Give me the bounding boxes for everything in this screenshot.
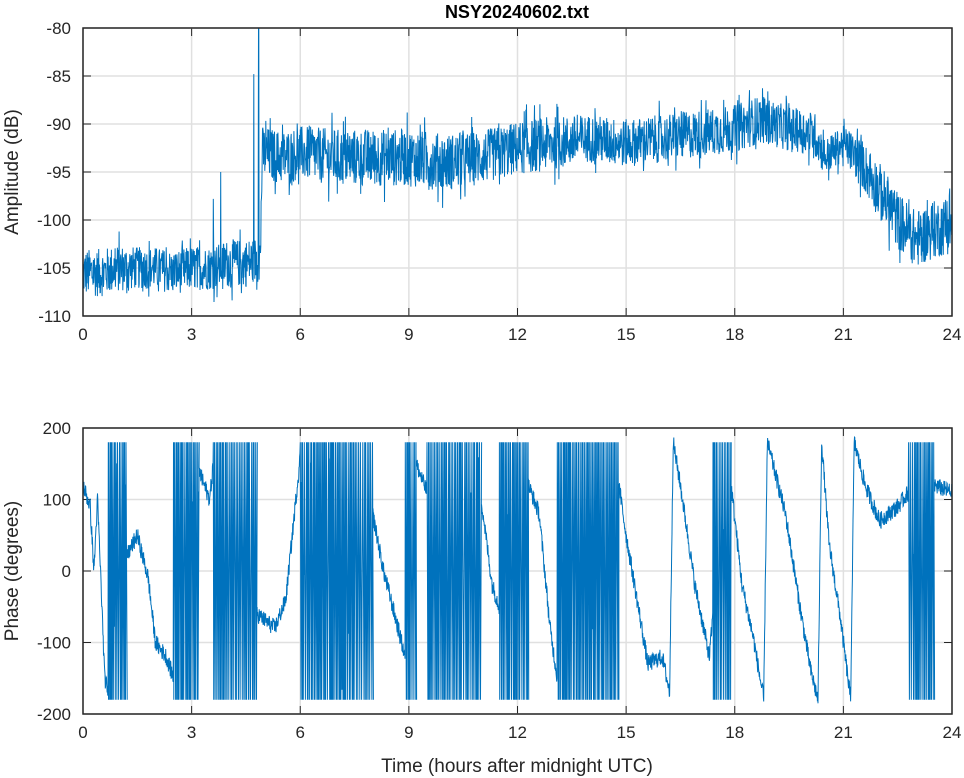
x-tick-label: 9 [404, 325, 413, 344]
x-tick-label: 3 [187, 723, 196, 742]
x-tick-label: 12 [508, 325, 527, 344]
chart-title: NSY20240602.txt [445, 2, 589, 22]
y-tick-label: -100 [37, 634, 71, 653]
x-tick-label: 9 [404, 723, 413, 742]
x-tick-label: 18 [725, 325, 744, 344]
phase-axes: 0 3 6 9 12 15 18 21 24 -200 -100 0 100 200 [37, 419, 961, 742]
x-tick-label: 6 [296, 325, 305, 344]
y-tick-label: -200 [37, 705, 71, 724]
x-tick-label: 21 [834, 325, 853, 344]
y-tick-label: -100 [37, 211, 71, 230]
x-tick-label: 18 [725, 723, 744, 742]
x-tick-label: 6 [296, 723, 305, 742]
y-tick-label: -105 [37, 259, 71, 278]
axes-box [82, 27, 953, 317]
y-tick-label: -90 [46, 115, 71, 134]
y-tick-label: -110 [38, 307, 71, 326]
y-tick-label: -85 [46, 67, 71, 86]
x-tick-label: 24 [943, 723, 962, 742]
y-tick-label: -80 [46, 19, 71, 38]
x-tick-label: 24 [943, 325, 962, 344]
y-tick-label: -95 [46, 163, 71, 182]
phase-y-axis-label: Phase (degrees) [2, 501, 23, 641]
axes-box [82, 427, 953, 715]
y-tick-label: 100 [43, 491, 71, 510]
x-tick-label: 0 [78, 325, 87, 344]
x-tick-label: 15 [617, 723, 636, 742]
y-tick-label: 0 [62, 562, 71, 581]
amplitude-y-axis-label: Amplitude (dB) [2, 109, 23, 235]
x-axis-label: Time (hours after midnight UTC) [381, 756, 653, 777]
x-tick-label: 3 [187, 325, 196, 344]
phase-series-line [82, 436, 953, 704]
x-tick-label: 12 [508, 723, 527, 742]
x-tick-label: 15 [617, 325, 636, 344]
y-tick-label: 200 [43, 419, 71, 438]
x-tick-label: 21 [834, 723, 853, 742]
amplitude-series-line [82, 27, 953, 303]
amplitude-axes: 0 3 6 9 12 15 18 21 24 -110 -105 -100 -95 -90 -85 -80 [37, 19, 961, 344]
x-tick-label: 0 [78, 723, 87, 742]
